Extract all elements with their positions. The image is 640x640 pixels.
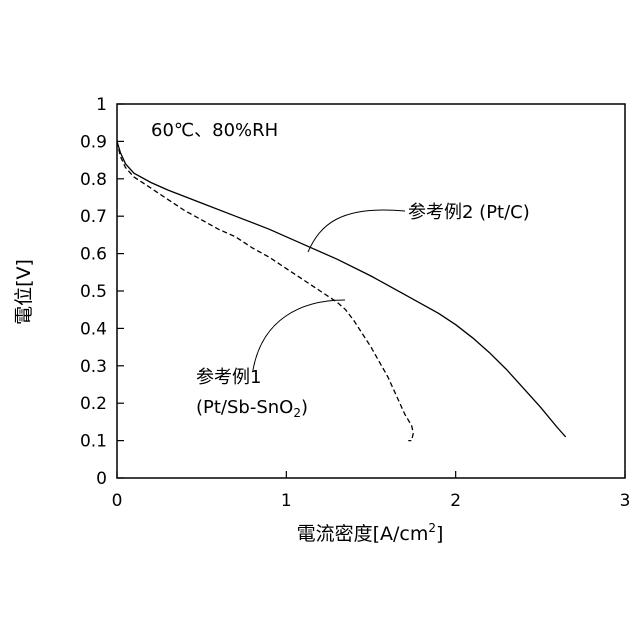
x-axis-label-superscript: 2	[428, 521, 436, 535]
y-axis-label: 電位[V]	[13, 259, 35, 325]
series-1-line	[117, 141, 413, 440]
y-tick-label: 0.1	[80, 432, 107, 452]
y-tick-label: 0.2	[80, 394, 107, 414]
x-axis-label: 電流密度[A/cm2]	[297, 521, 444, 545]
y-tick-label: 1	[96, 95, 107, 115]
series-2-label: 参考例2 (Pt/C)	[408, 202, 530, 223]
y-tick-label: 0.4	[80, 319, 107, 339]
series-1-label-line2-subscript: 2	[293, 406, 301, 420]
y-tick-label: 0.3	[80, 357, 107, 377]
y-tick-label: 0.9	[80, 132, 107, 152]
series-1-label-line1: 参考例1	[196, 367, 261, 388]
x-axis-label-main: 電流密度[A/cm	[297, 523, 429, 545]
y-tick-label: 0	[96, 469, 107, 489]
y-tick-label: 0.8	[80, 170, 107, 190]
series-1-label-line2-main: (Pt/Sb-SnO	[196, 397, 293, 418]
leader-line-series-2	[308, 210, 405, 252]
x-tick-label: 0	[112, 491, 123, 511]
series-1-label-line2-close: )	[301, 397, 308, 418]
y-tick-label: 0.5	[80, 282, 107, 302]
x-tick-label: 1	[281, 491, 292, 511]
x-axis-label-close: ]	[436, 523, 443, 545]
series-2-line	[117, 141, 566, 437]
series-layer	[117, 141, 566, 440]
x-axis-ticks: 0 1 2 3	[112, 471, 631, 511]
x-tick-label: 3	[620, 491, 631, 511]
x-tick-label: 2	[450, 491, 461, 511]
leader-line-series-1	[253, 300, 345, 370]
y-tick-label: 0.7	[80, 207, 107, 227]
series-1-label-line2: (Pt/Sb-SnO2)	[196, 397, 308, 420]
condition-annotation: 60℃、80%RH	[151, 120, 278, 141]
y-tick-label: 0.6	[80, 245, 107, 265]
plot-frame	[117, 104, 625, 478]
